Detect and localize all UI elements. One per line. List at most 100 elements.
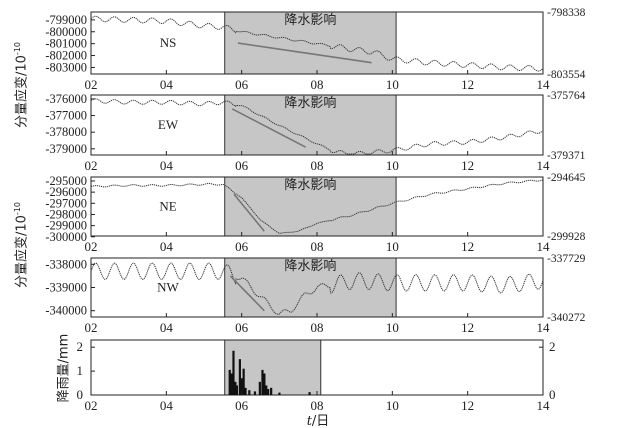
x-tick-label: 02 — [85, 398, 98, 413]
rain-bar — [267, 389, 270, 395]
x-tick-label: 08 — [311, 77, 324, 92]
y-axis-label-strain-2: 分量应变/10-10 — [13, 201, 30, 289]
x-tick-label: 08 — [311, 158, 324, 173]
rain-bar — [265, 385, 268, 395]
y-tick-label-NE: -295000 — [45, 174, 87, 188]
x-axis-label: t/日 — [306, 414, 330, 428]
rain-bar — [232, 350, 235, 395]
rain-bar — [308, 392, 311, 395]
strain-series-NS — [90, 15, 544, 72]
rain-bar — [240, 378, 243, 395]
y-tick-label-NS: -800000 — [45, 25, 87, 39]
component-label-EW: EW — [158, 117, 179, 132]
y-tick-label-rain: 0 — [77, 387, 84, 402]
x-tick-label: 10 — [386, 77, 399, 92]
x-tick-label: 02 — [85, 77, 98, 92]
x-tick-label: 14 — [537, 77, 551, 92]
y-tick-label-NS: -801000 — [45, 37, 87, 51]
trend-line-NE — [233, 193, 265, 232]
x-tick-label: 10 — [386, 158, 399, 173]
rain-bar — [270, 387, 273, 395]
y-tick-label-NS: -803000 — [45, 60, 87, 74]
x-tick-label: 14 — [537, 398, 551, 413]
shade-label-NE: 降水影响 — [284, 177, 336, 193]
x-tick-label: 06 — [235, 239, 249, 254]
x-tick-label: 04 — [160, 320, 174, 335]
x-tick-label: 06 — [235, 320, 249, 335]
x-tick-label: 12 — [461, 158, 474, 173]
trend-line-NW — [229, 275, 265, 312]
x-tick-label: 12 — [461, 239, 474, 254]
rain-bar — [263, 373, 266, 395]
component-label-NS: NS — [160, 35, 177, 50]
x-tick-label: 08 — [311, 398, 324, 413]
y-tick-right-label-rain: 0 — [549, 387, 556, 402]
y-tick-label-NW: -338000 — [45, 257, 87, 271]
x-tick-label: 08 — [311, 239, 324, 254]
y-tick-label-NE: -299000 — [45, 219, 87, 233]
x-tick-label: 10 — [386, 320, 399, 335]
shade-label-NW: 降水影响 — [284, 258, 336, 274]
y-tick-label-NE: -300000 — [45, 230, 87, 244]
y-tick-right-label-rain: 2 — [549, 339, 556, 354]
shade-region-NW — [224, 257, 397, 318]
y-tick-label-NS: -802000 — [45, 49, 87, 63]
rain-bar — [253, 391, 257, 395]
y-tick-label-EW: -376000 — [45, 92, 87, 106]
x-tick-label: 04 — [160, 239, 174, 254]
rain-bar — [278, 392, 281, 395]
y-axis-label-rainfall: 降雨量/mm — [56, 333, 72, 403]
y-tick-label-EW: -379000 — [45, 142, 87, 156]
rain-bar — [238, 359, 241, 395]
x-tick-label: 02 — [85, 158, 98, 173]
y-tick-label-NW: -339000 — [45, 280, 87, 294]
y-right-max-label-NE: -294645 — [547, 172, 586, 184]
x-tick-label: 10 — [386, 398, 399, 413]
y-tick-label-NE: -296000 — [45, 185, 87, 199]
y-right-min-label-NW: -340272 — [547, 312, 586, 324]
y-tick-label-EW: -377000 — [45, 109, 87, 123]
y-tick-label-NE: -297000 — [45, 196, 87, 210]
x-tick-label: 06 — [235, 77, 249, 92]
trend-line-EW — [231, 108, 307, 148]
rain-bar — [234, 381, 237, 395]
x-tick-label: 08 — [311, 320, 324, 335]
x-tick-label: 12 — [461, 77, 474, 92]
y-tick-label-NS: -799000 — [45, 13, 87, 27]
y-tick-label-NW: -340000 — [45, 304, 87, 318]
rain-bar — [261, 369, 264, 395]
x-tick-label: 10 — [386, 239, 399, 254]
x-tick-label: 14 — [537, 320, 551, 335]
y-right-max-label-NW: -337729 — [547, 253, 586, 265]
y-axis-label-strain-1: 分量应变/10-10 — [13, 41, 30, 129]
x-tick-label: 04 — [160, 398, 174, 413]
y-right-max-label-NS: -798338 — [547, 7, 586, 19]
x-tick-label: 06 — [235, 158, 249, 173]
strain-series-NE — [90, 179, 544, 234]
rain-bar — [230, 373, 233, 395]
x-tick-label: 12 — [461, 320, 474, 335]
y-tick-label-EW: -378000 — [45, 125, 87, 139]
rain-bar — [248, 390, 251, 395]
shade-label-NS: 降水影响 — [284, 12, 336, 28]
component-label-NW: NW — [157, 280, 179, 295]
y-right-max-label-EW: -375764 — [547, 90, 586, 102]
y-tick-label-rain: 1 — [77, 363, 84, 378]
x-tick-label: 02 — [85, 239, 98, 254]
rain-bar — [244, 387, 247, 395]
y-right-min-label-NE: -299928 — [547, 231, 586, 243]
strain-series-NW — [90, 262, 544, 315]
rain-bar — [258, 381, 261, 395]
x-tick-label: 02 — [85, 320, 98, 335]
component-label-NE: NE — [159, 199, 176, 214]
x-tick-label: 04 — [160, 77, 174, 92]
x-tick-label: 04 — [160, 158, 174, 173]
y-right-min-label-EW: -379371 — [547, 150, 586, 162]
x-tick-label: 14 — [537, 158, 551, 173]
y-right-min-label-NS: -803554 — [547, 69, 586, 81]
strain-series-EW — [90, 98, 544, 155]
trend-line-NS — [237, 42, 372, 64]
shade-label-EW: 降水影响 — [284, 95, 336, 111]
